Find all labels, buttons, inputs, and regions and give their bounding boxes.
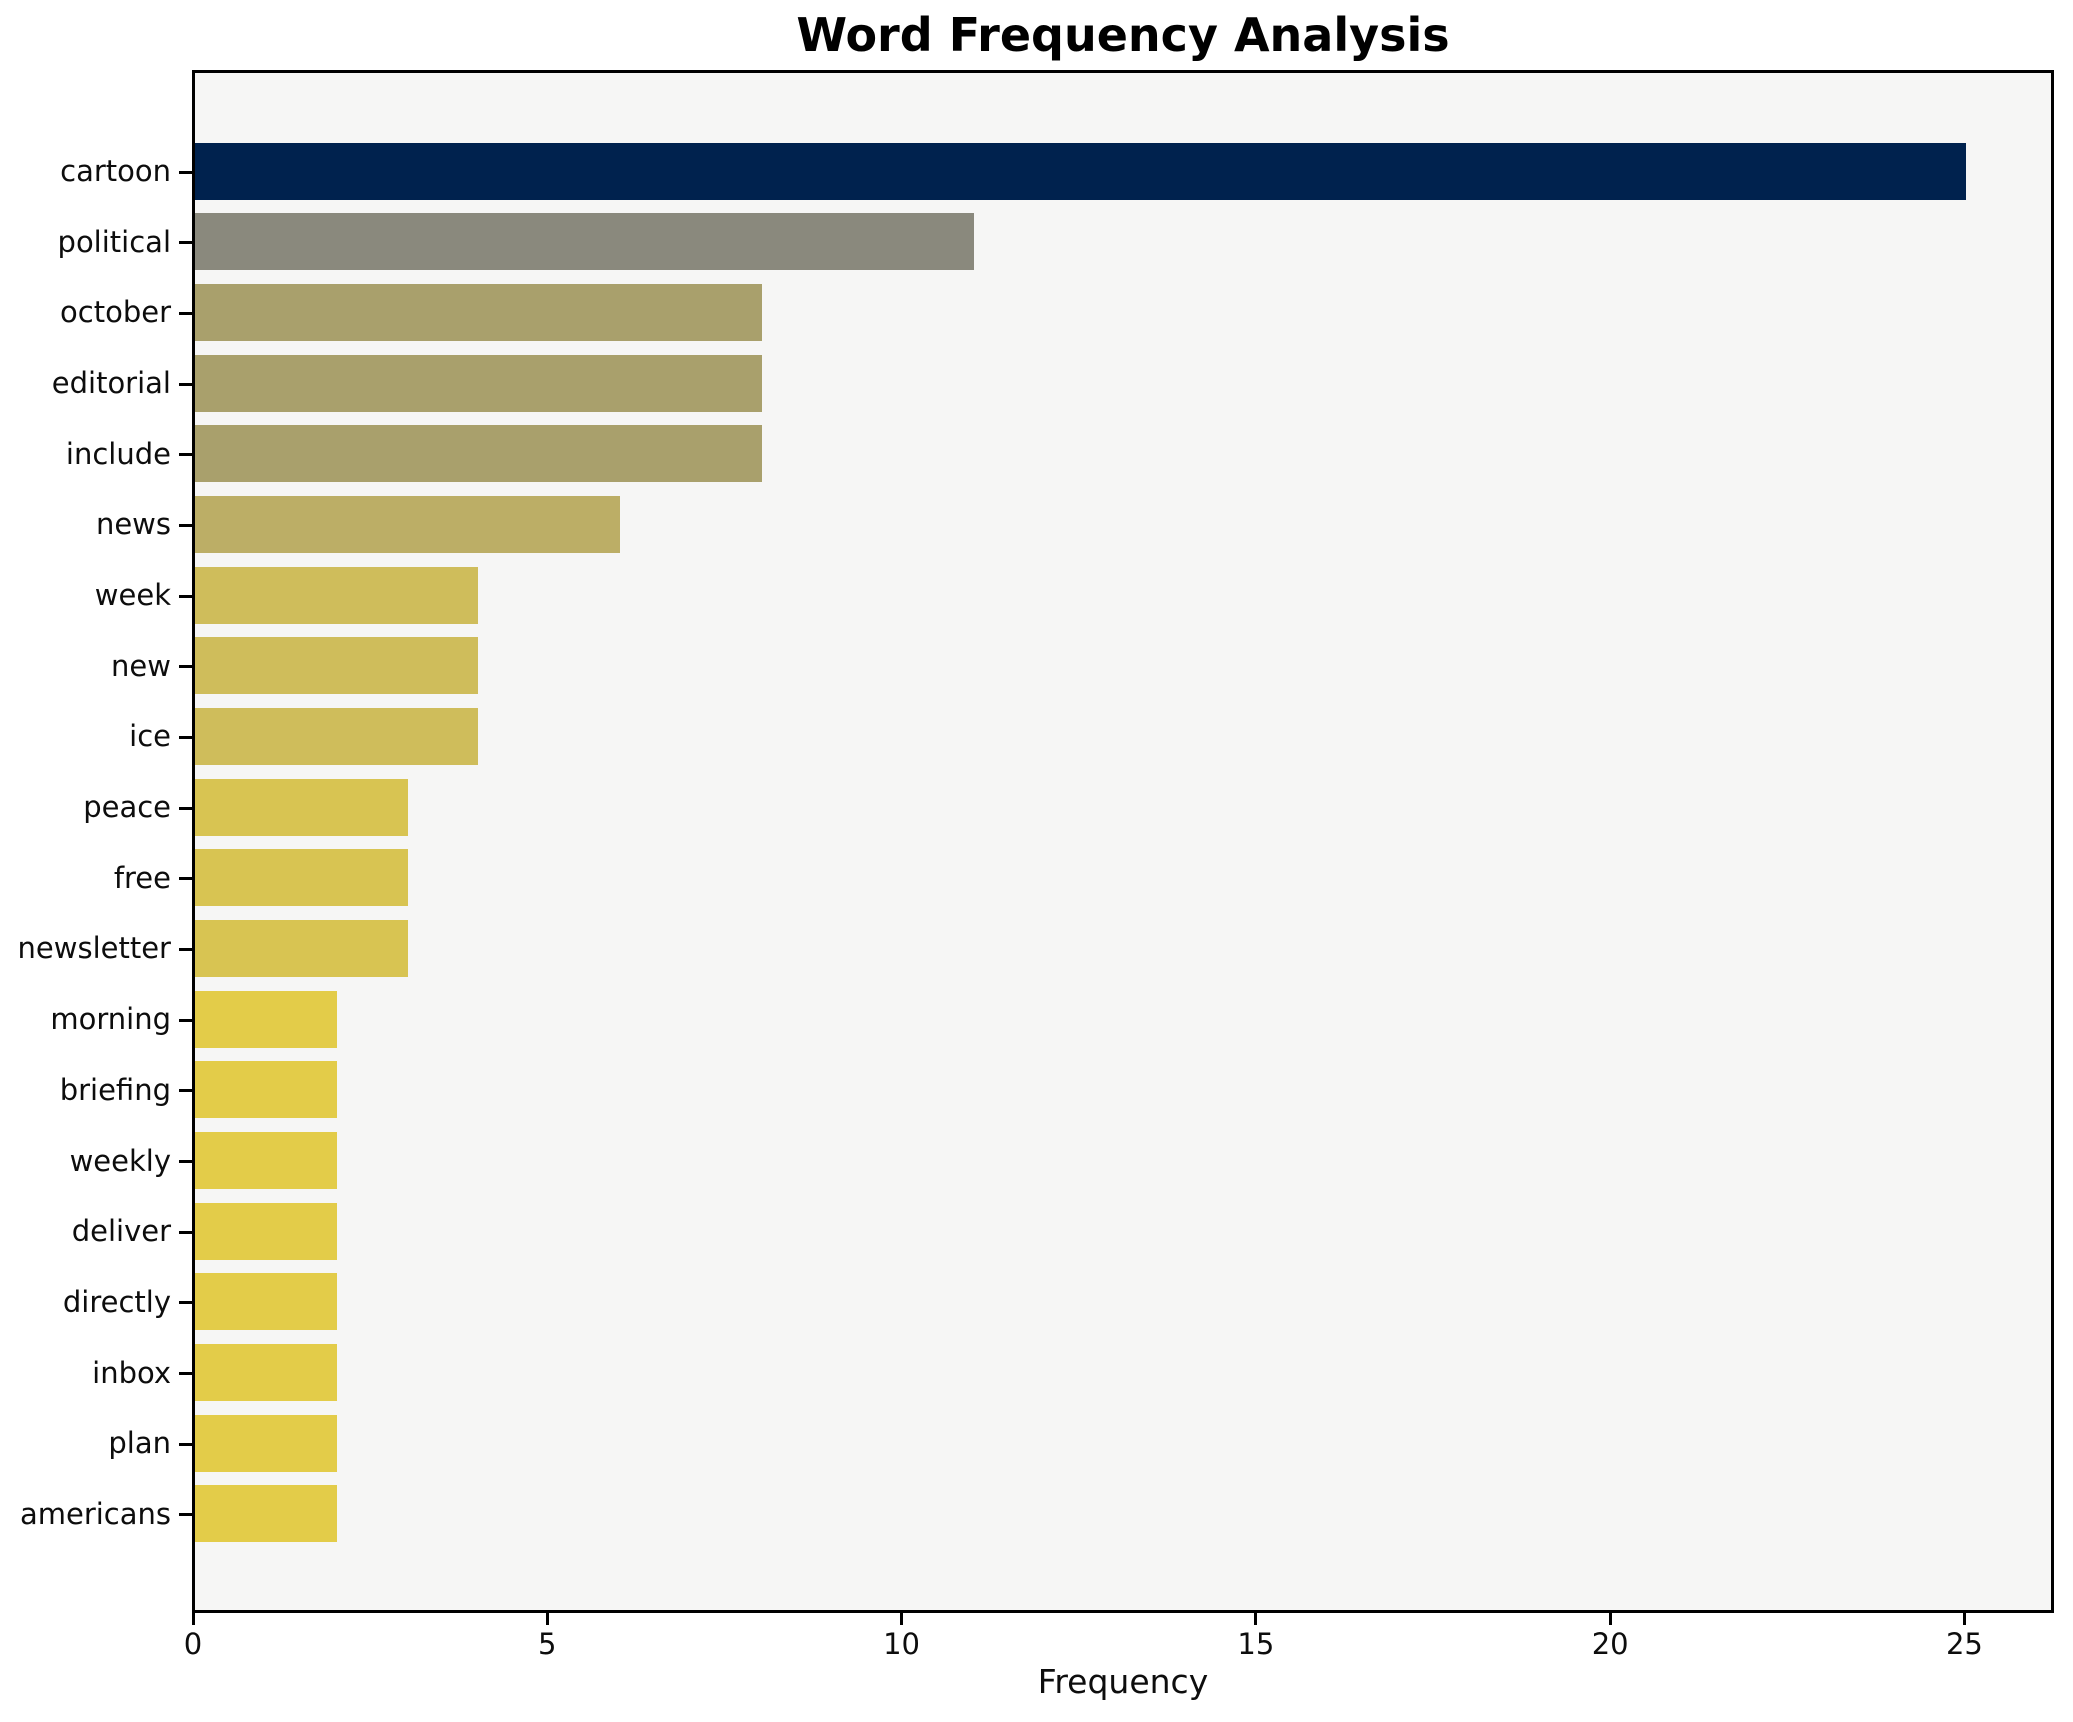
y-tick-mark [179,877,192,881]
y-tick-label-include: include [65,436,171,471]
y-tick-mark [179,170,192,174]
chart-title: Word Frequency Analysis [796,8,1450,62]
y-tick-mark [179,1089,192,1093]
plot-area [192,70,2054,1613]
y-tick-mark [179,594,192,598]
y-tick-mark [179,1372,192,1376]
y-tick-label-deliver: deliver [71,1214,171,1249]
bar-inbox [195,1344,337,1402]
bar-americans [195,1485,337,1543]
y-tick-label-cartoon: cartoon [60,154,171,188]
y-tick-label-briefing: briefing [59,1072,171,1107]
y-tick-mark [179,241,192,245]
bar-briefing [195,1061,337,1119]
x-tick-mark [900,1612,904,1625]
y-tick-label-morning: morning [50,1002,171,1037]
y-tick-label-plan: plan [108,1426,171,1461]
y-tick-mark [179,453,192,457]
x-tick-mark [1962,1612,1966,1625]
y-tick-label-political: political [57,224,171,259]
y-tick-mark [179,947,192,951]
y-tick-label-october: october [60,295,171,330]
bar-deliver [195,1202,337,1260]
bar-directly [195,1273,337,1331]
bar-cartoon [195,142,1967,200]
bar-week [195,566,479,624]
x-tick-label-20: 20 [1591,1627,1629,1661]
bar-ice [195,707,479,765]
y-tick-label-inbox: inbox [92,1355,171,1390]
y-tick-mark [179,1513,192,1517]
y-tick-mark [179,735,192,739]
x-tick-label-5: 5 [538,1627,557,1661]
y-tick-label-weekly: weekly [69,1143,171,1178]
x-axis-label: Frequency [1037,1662,1209,1701]
x-tick-mark [1608,1612,1612,1625]
x-tick-label-0: 0 [183,1627,203,1661]
y-tick-mark [179,523,192,527]
y-tick-label-directly: directly [62,1284,171,1319]
y-tick-mark [179,1230,192,1234]
x-tick-label-15: 15 [1237,1627,1275,1661]
bar-editorial [195,354,762,412]
x-tick-label-25: 25 [1945,1627,1983,1661]
bar-free [195,849,408,907]
bar-include [195,425,762,483]
y-tick-label-new: new [111,648,171,683]
y-tick-mark [179,806,192,810]
y-tick-mark [179,1160,192,1164]
bar-new [195,637,479,695]
y-tick-mark [179,1018,192,1022]
x-tick-mark [1254,1612,1258,1625]
y-tick-label-news: news [95,507,171,542]
bar-news [195,495,621,553]
x-tick-mark [191,1612,195,1625]
y-tick-mark [179,1442,192,1446]
y-tick-label-ice: ice [129,719,171,754]
bar-morning [195,990,337,1048]
bar-newsletter [195,919,408,977]
y-tick-mark [179,665,192,669]
y-tick-mark [179,311,192,315]
x-tick-label-10: 10 [883,1627,921,1661]
y-tick-label-americans: americans [19,1496,171,1531]
bar-plan [195,1414,337,1472]
y-tick-label-newsletter: newsletter [17,931,171,966]
x-tick-mark [545,1612,549,1625]
y-tick-label-editorial: editorial [51,366,171,401]
y-tick-mark [179,382,192,386]
y-tick-mark [179,1301,192,1305]
y-tick-label-free: free [113,860,171,895]
bar-weekly [195,1132,337,1190]
y-tick-label-peace: peace [83,790,171,825]
bar-october [195,283,762,341]
y-tick-label-week: week [94,578,171,613]
bar-political [195,213,975,271]
bar-peace [195,778,408,836]
